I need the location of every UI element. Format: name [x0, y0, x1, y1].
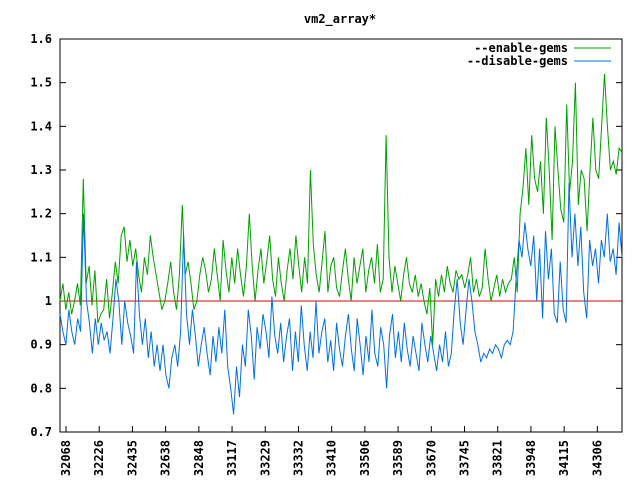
y-tick-label: 0.9 [30, 338, 52, 352]
series-line-enable-gems [59, 73, 623, 345]
x-tick-label: 33332 [291, 440, 305, 476]
x-tick-label: 32638 [159, 440, 173, 476]
x-axis-labels: 32068 32226 32435 32638 32848 33117 33229 33332… [59, 440, 604, 476]
x-tick-label: 33670 [424, 440, 438, 476]
y-tick-label: 0.8 [30, 381, 52, 395]
y-tick-label: 1 [45, 294, 52, 308]
x-tick-label: 32068 [59, 440, 73, 476]
series-line-disable-gems [59, 183, 623, 415]
y-tick-label: 0.7 [30, 425, 52, 439]
x-tick-label: 34306 [590, 440, 604, 476]
y-tick-label: 1.4 [30, 119, 52, 133]
y-tick-label: 1.3 [30, 163, 52, 177]
x-tick-label: 33745 [458, 440, 472, 476]
x-tick-label: 32435 [125, 440, 139, 476]
legend-label: --enable-gems [474, 41, 568, 55]
x-tick-label: 33506 [358, 440, 372, 476]
chart-title: vm2_array* [304, 12, 376, 27]
y-axis-labels: 0.7 0.8 0.9 1 1.1 1.2 1.3 1.4 1.5 1.6 [30, 32, 52, 439]
plot-area [59, 38, 623, 433]
plot-frame [59, 38, 623, 433]
x-tick-label: 34115 [557, 440, 571, 476]
x-tick-label: 33948 [524, 440, 538, 476]
x-tick-label: 32226 [92, 440, 106, 476]
x-tick-label: 33410 [325, 440, 339, 476]
x-tick-label: 33117 [225, 440, 239, 476]
x-tick-label: 33229 [258, 440, 272, 476]
legend-label: --disable-gems [467, 54, 568, 68]
y-tick-label: 1.5 [30, 76, 52, 90]
y-tick-label: 1.1 [30, 250, 52, 264]
legend: --enable-gems--disable-gems [467, 41, 611, 68]
x-tick-label: 33821 [491, 440, 505, 476]
x-tick-label: 32848 [192, 440, 206, 476]
y-tick-label: 1.2 [30, 207, 52, 221]
x-tick-label: 33589 [391, 440, 405, 476]
y-tick-label: 1.6 [30, 32, 52, 46]
